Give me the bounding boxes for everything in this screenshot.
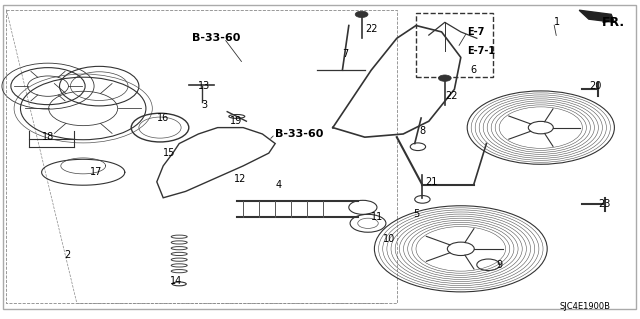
Text: 20: 20 (589, 81, 601, 91)
Text: B-33-60: B-33-60 (192, 33, 241, 43)
Text: 22: 22 (365, 24, 378, 34)
Text: 11: 11 (371, 212, 383, 222)
Text: SJC4E1900B: SJC4E1900B (560, 302, 611, 311)
Circle shape (355, 11, 368, 18)
Text: 15: 15 (163, 148, 175, 158)
Text: E-7: E-7 (467, 27, 484, 37)
Text: 18: 18 (42, 132, 54, 142)
Circle shape (438, 75, 451, 81)
Text: 3: 3 (202, 100, 208, 110)
Text: 10: 10 (383, 234, 395, 244)
Text: B-33-60: B-33-60 (275, 129, 324, 139)
Text: FR.: FR. (602, 16, 625, 29)
Text: 9: 9 (496, 260, 502, 270)
Text: 17: 17 (90, 167, 102, 177)
Text: 21: 21 (426, 177, 438, 187)
Polygon shape (579, 10, 614, 22)
Text: 12: 12 (234, 174, 246, 184)
Text: 14: 14 (170, 276, 182, 286)
Text: 22: 22 (445, 91, 458, 101)
Text: 6: 6 (470, 65, 477, 75)
Text: 8: 8 (419, 126, 426, 136)
Text: 5: 5 (413, 209, 419, 219)
Text: 4: 4 (275, 180, 282, 190)
Text: 2: 2 (64, 250, 70, 260)
Text: 19: 19 (230, 116, 243, 126)
Text: 16: 16 (157, 113, 169, 123)
Text: E-7-1: E-7-1 (467, 46, 495, 56)
Text: 7: 7 (342, 49, 349, 59)
Text: 1: 1 (554, 17, 560, 27)
Text: 13: 13 (198, 81, 211, 91)
Text: 23: 23 (598, 199, 611, 209)
